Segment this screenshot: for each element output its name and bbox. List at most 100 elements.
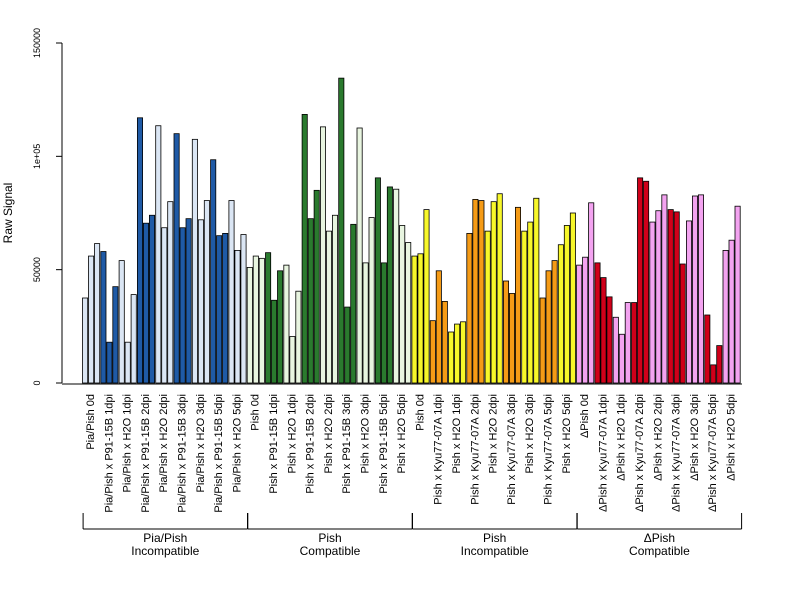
group-sublabel: Incompatible: [131, 544, 199, 558]
bar: [313, 189, 320, 384]
x-tick-label: Pish 0d: [250, 394, 262, 431]
bar: [606, 296, 613, 384]
bar: [429, 320, 436, 384]
bars-layer: [82, 77, 741, 384]
bar: [692, 195, 699, 384]
bar: [344, 306, 351, 384]
x-tick-label: Pish 0d: [414, 394, 426, 431]
bar: [191, 138, 198, 384]
x-axis-tick-labels: Pia/Pish 0d Pia/Pish x P91-15B 1dpi Pia/Pi…: [85, 394, 738, 513]
x-tick-label: Pish x H2O 2dpi: [488, 394, 500, 473]
bar: [661, 194, 668, 384]
bar: [563, 225, 570, 384]
x-tick-label: Pish x H2O 1dpi: [286, 394, 298, 473]
bar: [527, 221, 534, 384]
bar: [698, 194, 705, 384]
bar: [508, 293, 515, 384]
bar: [673, 211, 680, 384]
bar: [161, 227, 168, 384]
bar: [234, 249, 241, 384]
x-tick-label: Pia/Pish x P91-15B 2dpi: [140, 394, 152, 513]
bar: [130, 294, 137, 384]
x-tick-label: ΔPish x Kyu77-07A 2dpi: [634, 394, 646, 512]
bar: [417, 253, 424, 384]
bar: [203, 200, 210, 384]
bar: [557, 244, 564, 384]
bar: [454, 323, 461, 384]
bar: [576, 264, 583, 384]
x-tick-label: Pish x Kyu77-07A 3dpi: [506, 394, 518, 505]
bar: [435, 270, 442, 384]
bar: [655, 210, 662, 384]
bar: [478, 200, 485, 384]
bar: [325, 230, 332, 384]
bar: [142, 222, 149, 384]
x-tick-label: Pia/Pish 0d: [85, 394, 97, 450]
bar: [551, 260, 558, 384]
bar: [612, 316, 619, 384]
x-tick-label: Pish x Kyu77-07A 5dpi: [543, 394, 555, 505]
x-tick-label: Pish x Kyu77-07A 2dpi: [469, 394, 481, 505]
bar: [545, 270, 552, 384]
bar: [185, 218, 192, 384]
bar: [600, 277, 607, 384]
bar: [637, 177, 644, 384]
bar: [106, 341, 113, 384]
x-tick-label: ΔPish x H2O 3dpi: [689, 394, 701, 481]
bar: [466, 232, 473, 384]
x-tick-label: Pia/Pish x P91-15B 3dpi: [177, 394, 189, 513]
bar: [441, 300, 448, 384]
bar: [618, 333, 625, 384]
bar: [82, 297, 89, 384]
bar: [368, 217, 375, 384]
bar: [228, 200, 235, 384]
x-tick-label: Pish x P91-15B 2dpi: [305, 394, 317, 494]
x-tick-label: ΔPish x Kyu77-07A 3dpi: [671, 394, 683, 512]
bar: [539, 297, 546, 384]
bar: [197, 219, 204, 384]
x-tick-label: ΔPish x Kyu77-07A 1dpi: [597, 394, 609, 512]
x-tick-label: ΔPish x H2O 1dpi: [616, 394, 628, 481]
bar: [728, 239, 735, 384]
bar: [246, 266, 253, 384]
bar: [216, 235, 223, 384]
x-tick-label: Pish x P91-15B 5dpi: [378, 394, 390, 494]
bar: [112, 286, 119, 384]
x-tick-label: ΔPish x H2O 2dpi: [652, 394, 664, 481]
bar: [582, 256, 589, 384]
bar: [588, 202, 595, 384]
bar: [356, 127, 363, 384]
x-tick-label: ΔPish x Kyu77-07A 5dpi: [707, 394, 719, 512]
bar: [679, 263, 686, 384]
group-label: Pish: [483, 531, 506, 545]
y-tick-label: 0: [32, 380, 42, 385]
x-tick-label: ΔPish x H2O 5dpi: [726, 394, 738, 481]
x-tick-label: Pish x H2O 5dpi: [561, 394, 573, 473]
bar: [411, 255, 418, 384]
bar: [624, 302, 631, 384]
x-tick-label: Pish x P91-15B 1dpi: [268, 394, 280, 494]
x-tick-label: Pish x H2O 1dpi: [451, 394, 463, 473]
x-tick-label: ΔPish 0d: [579, 394, 591, 438]
bar: [734, 205, 741, 384]
x-tick-label: Pish x H2O 5dpi: [396, 394, 408, 473]
x-tick-label: Pia/Pish x H2O 2dpi: [158, 394, 170, 492]
bar: [118, 260, 125, 384]
bar: [222, 232, 229, 384]
bar: [484, 230, 491, 384]
bar: [405, 242, 412, 384]
bar: [88, 255, 95, 384]
bar: [716, 345, 723, 384]
x-tick-label: Pia/Pish x P91-15B 1dpi: [103, 394, 115, 513]
group-sublabel: Incompatible: [461, 544, 529, 558]
y-axis-ticks: 0 50000 1e+05 150000: [32, 28, 62, 386]
bar: [94, 243, 101, 384]
bar: [362, 262, 369, 384]
bar: [521, 230, 528, 384]
bar: [271, 299, 278, 384]
bar: [350, 223, 357, 384]
bar: [515, 206, 522, 384]
group-label: ΔPish: [644, 531, 675, 545]
bar: [704, 314, 711, 384]
bar: [277, 270, 284, 384]
